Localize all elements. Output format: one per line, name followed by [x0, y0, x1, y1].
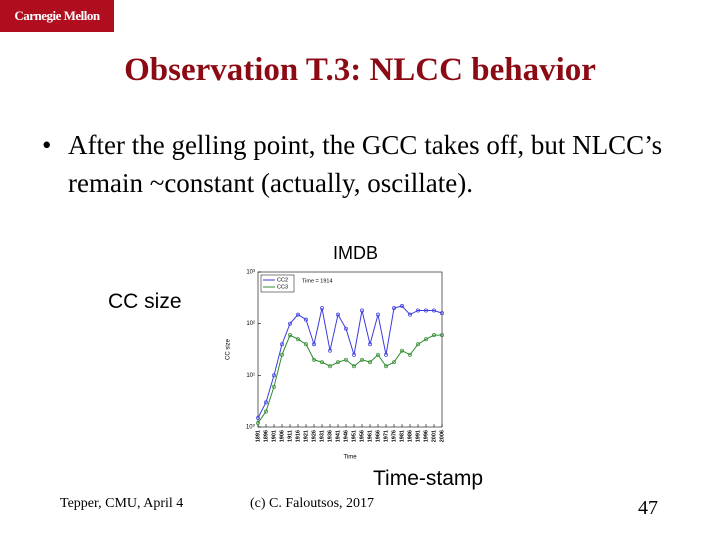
bullet-text: After the gelling point, the GCC takes o…	[68, 130, 663, 198]
series-point	[416, 308, 420, 313]
series-point	[344, 357, 348, 362]
series-point	[296, 312, 300, 317]
y-tick-label: 10³	[246, 270, 255, 276]
series-point	[336, 360, 340, 365]
series-point	[392, 306, 396, 311]
series-line	[257, 334, 442, 424]
x-tick-label: 1906	[279, 430, 285, 442]
series-point	[256, 415, 260, 420]
series-point	[384, 352, 388, 357]
series-point	[440, 333, 444, 338]
x-tick-label: 1976	[391, 430, 397, 442]
legend-label: CC2	[277, 277, 288, 283]
x-tick-label: 1926	[311, 430, 317, 442]
logo: Carnegie Mellon	[0, 0, 114, 32]
x-tick-label: 1901	[271, 430, 277, 442]
series-point	[376, 352, 380, 357]
inner-y-label: CC size	[226, 338, 232, 360]
series-point	[376, 312, 380, 317]
x-tick-label: 1936	[327, 430, 333, 442]
series-point	[384, 364, 388, 369]
series-point	[352, 364, 356, 369]
x-tick-label: 2006	[439, 430, 445, 442]
series-point	[320, 360, 324, 365]
series-point	[392, 360, 396, 365]
x-tick-label: 1946	[343, 430, 349, 442]
series-line	[257, 305, 443, 419]
series-point	[320, 306, 324, 311]
series-point	[400, 348, 404, 353]
y-tick-label: 10²	[246, 321, 255, 327]
series-point	[416, 342, 420, 347]
x-tick-label: 1996	[423, 430, 429, 442]
x-tick-label: 1916	[295, 430, 301, 442]
series-point	[432, 333, 436, 338]
page-number: 47	[638, 497, 658, 519]
footer-center: (c) C. Faloutsos, 2017	[250, 496, 375, 511]
series-point	[304, 317, 308, 322]
x-tick-label: 1911	[287, 430, 293, 442]
x-tick-label: 1956	[359, 430, 365, 442]
y-axis-label: CC size	[108, 290, 182, 313]
series-point	[272, 384, 276, 389]
x-tick-label: 1971	[383, 430, 389, 442]
y-tick-label: 10¹	[246, 373, 255, 379]
series-point	[424, 308, 428, 313]
legend-box	[260, 274, 295, 293]
series-point	[408, 352, 412, 357]
x-tick-label: 1896	[263, 430, 269, 442]
series-point	[368, 342, 372, 347]
series-point	[280, 352, 284, 357]
x-tick-label: 1986	[407, 430, 413, 442]
x-tick-label: 1991	[415, 430, 421, 442]
series-point	[400, 304, 404, 308]
series-point	[440, 311, 444, 316]
x-axis-label: Time-stamp	[373, 467, 484, 490]
x-tick-label: 1961	[367, 430, 373, 442]
x-tick-label: 1951	[351, 430, 357, 442]
series-point	[256, 420, 260, 425]
x-tick-label: 2001	[431, 430, 437, 442]
y-tick-label: 10⁰	[246, 424, 256, 431]
inner-x-label: Time	[343, 455, 357, 461]
series-point	[312, 357, 316, 362]
chart-title: IMDB	[333, 243, 378, 263]
annotation: Time = 1914	[302, 278, 333, 284]
series-point	[336, 312, 340, 317]
slide-title: Observation T.3: NLCC behavior	[124, 52, 596, 88]
plot-frame	[257, 271, 443, 428]
footer-left: Tepper, CMU, April 4	[60, 496, 184, 511]
x-tick-label: 1966	[375, 430, 381, 442]
series-point	[328, 364, 332, 369]
series-point	[264, 400, 268, 405]
x-tick-label: 1891	[255, 430, 261, 442]
series-point	[368, 360, 372, 365]
x-tick-label: 1981	[399, 430, 405, 442]
series-point	[360, 357, 364, 362]
x-tick-label: 1931	[319, 430, 325, 442]
series-point	[272, 373, 276, 378]
x-tick-label: 1941	[335, 430, 341, 442]
series-point	[328, 348, 332, 353]
x-tick-label: 1921	[303, 430, 309, 442]
series-point	[408, 312, 412, 317]
series-point	[304, 342, 308, 347]
series-point	[280, 342, 284, 347]
legend-label: CC3	[277, 284, 288, 290]
series-point	[352, 352, 356, 357]
chart: 10⁰ 10¹ 10² 10³ 1891 1896 1901 1906 1911 1916 1921…	[226, 270, 446, 461]
series-point	[344, 326, 348, 331]
series-point	[424, 337, 428, 342]
series-point	[296, 337, 300, 342]
series-point	[288, 321, 292, 326]
series-point	[312, 342, 316, 347]
series-point	[432, 308, 436, 313]
series-point	[288, 333, 292, 338]
series-point	[360, 308, 364, 313]
series-point	[264, 409, 268, 414]
bullet-dot: •	[42, 130, 52, 160]
